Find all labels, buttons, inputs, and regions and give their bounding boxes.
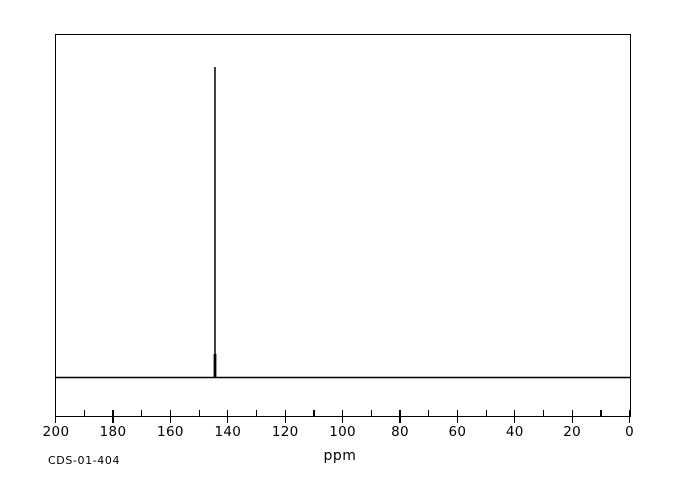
x-tick-major-40 xyxy=(514,410,516,423)
x-tick-major-120 xyxy=(284,410,286,423)
x-tick-major-20 xyxy=(571,410,573,423)
sample-id-caption: CDS-01-404 xyxy=(48,454,121,467)
plot-frame xyxy=(55,34,631,417)
spectrum-trace xyxy=(55,67,631,379)
x-tick-label-120: 120 xyxy=(271,424,299,440)
x-tick-label-100: 100 xyxy=(329,424,356,440)
x-tick-major-0 xyxy=(629,410,631,423)
x-tick-minor-30 xyxy=(542,410,545,417)
x-tick-label-140: 140 xyxy=(214,424,242,440)
x-tick-label-0: 0 xyxy=(625,424,635,440)
x-tick-label-80: 80 xyxy=(391,424,409,440)
x-tick-minor-10 xyxy=(600,410,602,417)
x-tick-minor-50 xyxy=(485,410,487,417)
x-tick-major-200 xyxy=(55,410,57,423)
x-axis-title: ppm xyxy=(323,448,357,464)
x-tick-minor-190 xyxy=(83,410,85,417)
x-tick-label-40: 40 xyxy=(505,424,524,440)
x-tick-minor-110 xyxy=(313,410,315,417)
x-tick-label-20: 20 xyxy=(563,424,582,440)
x-axis: 200 180 160 140 120 100 80 60 40 20 0 xyxy=(40,410,650,450)
x-tick-minor-150 xyxy=(198,410,200,417)
x-tick-minor-130 xyxy=(255,410,258,417)
x-tick-major-180 xyxy=(112,410,114,423)
x-tick-label-180: 180 xyxy=(99,424,127,440)
x-tick-label-60: 60 xyxy=(448,424,467,440)
x-tick-major-140 xyxy=(227,410,229,423)
x-tick-major-100 xyxy=(342,410,344,423)
x-tick-minor-170 xyxy=(141,410,143,417)
x-tick-major-60 xyxy=(456,410,459,423)
x-tick-minor-90 xyxy=(370,410,372,417)
x-tick-minor-70 xyxy=(428,410,430,417)
x-tick-major-160 xyxy=(169,410,172,423)
x-tick-label-160: 160 xyxy=(157,424,184,440)
spectrum-plot-area xyxy=(55,34,631,417)
x-tick-label-200: 200 xyxy=(42,424,70,440)
x-tick-major-80 xyxy=(399,410,401,423)
